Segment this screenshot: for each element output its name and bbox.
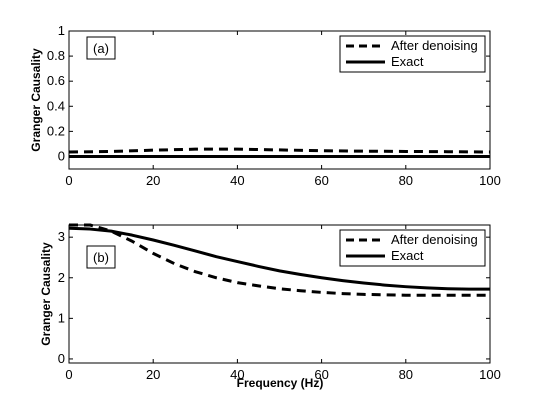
- series-line-a-0: [68, 147, 491, 154]
- x-tick-label-a-0: 0: [65, 173, 72, 188]
- series-line-b-1: [68, 226, 490, 291]
- panel-label-box-b: (b): [86, 245, 116, 269]
- x-tick-label-a-5: 100: [479, 173, 501, 188]
- y-axis-label-a: Granger Causality: [29, 48, 43, 152]
- x-tick-label-a-1: 20: [146, 173, 160, 188]
- x-tick-label-b-1: 20: [146, 367, 160, 382]
- y-tick-label-a-4: 0.8: [47, 48, 65, 63]
- series-line-b-0: [69, 223, 490, 297]
- series-group-b: [68, 223, 490, 297]
- y-tick-label-a-3: 0.6: [47, 73, 65, 88]
- y-tick-label-a-2: 0.4: [47, 98, 65, 113]
- x-tick-label-b-2: 40: [230, 367, 244, 382]
- x-axis-label-b: Frequency (Hz): [237, 376, 324, 390]
- x-tick-label-b-3: 60: [314, 367, 328, 382]
- x-tick-label-a-3: 60: [314, 173, 328, 188]
- y-tick-label-a-0: 0: [58, 148, 65, 163]
- y-axis-label-b: Granger Causality: [39, 242, 53, 346]
- legend-label-a-1: Exact: [391, 54, 424, 69]
- legend-b: After denoising Exact: [339, 229, 486, 267]
- panel-label-a: (a): [93, 41, 109, 56]
- x-tick-label-b-4: 80: [399, 367, 413, 382]
- axis-ticks-a: 0 20 40 60 80 100 0 0.2 0.4 0.6 0.8 1: [47, 23, 501, 188]
- x-tick-label-a-2: 40: [230, 173, 244, 188]
- x-tick-label-b-0: 0: [65, 367, 72, 382]
- y-tick-label-a-5: 1: [58, 23, 65, 38]
- y-tick-label-b-0: 0: [58, 351, 65, 366]
- y-tick-label-b-1: 1: [58, 310, 65, 325]
- chart-panel-a: 0 20 40 60 80 100 0 0.2 0.4 0.6 0.8 1 Granger Causa…: [29, 23, 501, 188]
- series-group-a: [68, 147, 491, 158]
- panel-label-b: (b): [93, 250, 109, 265]
- y-tick-label-a-1: 0.2: [47, 123, 65, 138]
- x-tick-label-b-5: 100: [479, 367, 501, 382]
- axis-ticks-b: 0 20 40 60 80 100 0 1 2 3: [58, 225, 501, 382]
- chart-panel-b: 0 20 40 60 80 100 0 1 2 3 Granger Causality Frequ…: [39, 223, 501, 390]
- y-tick-label-b-2: 2: [58, 270, 65, 285]
- legend-label-b-1: Exact: [391, 248, 424, 263]
- legend-label-a-0: After denoising: [391, 38, 478, 53]
- x-tick-label-a-4: 80: [399, 173, 413, 188]
- panel-label-box-a: (a): [86, 36, 116, 60]
- y-tick-label-b-3: 3: [58, 229, 65, 244]
- legend-a: After denoising Exact: [339, 35, 486, 73]
- legend-label-b-0: After denoising: [391, 232, 478, 247]
